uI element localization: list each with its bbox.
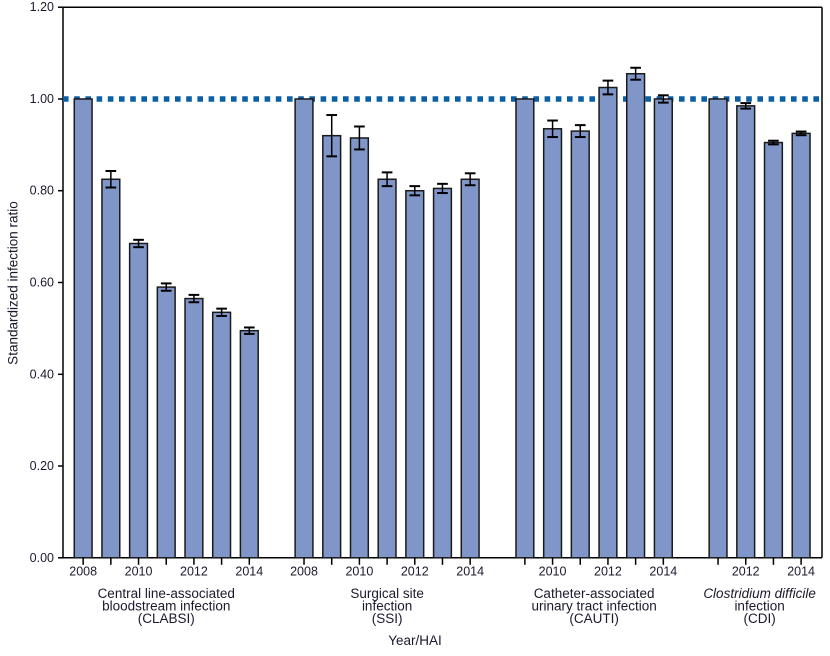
svg-text:0.00: 0.00 [30,551,54,565]
svg-text:2012: 2012 [401,564,429,578]
svg-text:0.40: 0.40 [30,367,54,381]
svg-text:1.00: 1.00 [30,92,54,106]
svg-text:2010: 2010 [539,564,567,578]
svg-text:2014: 2014 [456,564,484,578]
svg-text:2008: 2008 [290,564,318,578]
svg-text:(CAUTI): (CAUTI) [569,611,619,626]
svg-text:2014: 2014 [235,564,263,578]
svg-text:(CDI): (CDI) [743,611,775,626]
svg-text:2014: 2014 [787,564,815,578]
svg-text:2008: 2008 [69,564,97,578]
svg-text:0.20: 0.20 [30,459,54,473]
svg-text:0.60: 0.60 [30,276,54,290]
svg-text:1.20: 1.20 [30,0,54,14]
svg-text:2014: 2014 [649,564,677,578]
svg-text:2012: 2012 [180,564,208,578]
svg-text:(SSI): (SSI) [372,611,403,626]
svg-text:2010: 2010 [125,564,153,578]
svg-text:2010: 2010 [345,564,373,578]
svg-text:0.80: 0.80 [30,184,54,198]
svg-text:2012: 2012 [594,564,622,578]
svg-text:2012: 2012 [732,564,760,578]
svg-text:(CLABSI): (CLABSI) [138,611,195,626]
